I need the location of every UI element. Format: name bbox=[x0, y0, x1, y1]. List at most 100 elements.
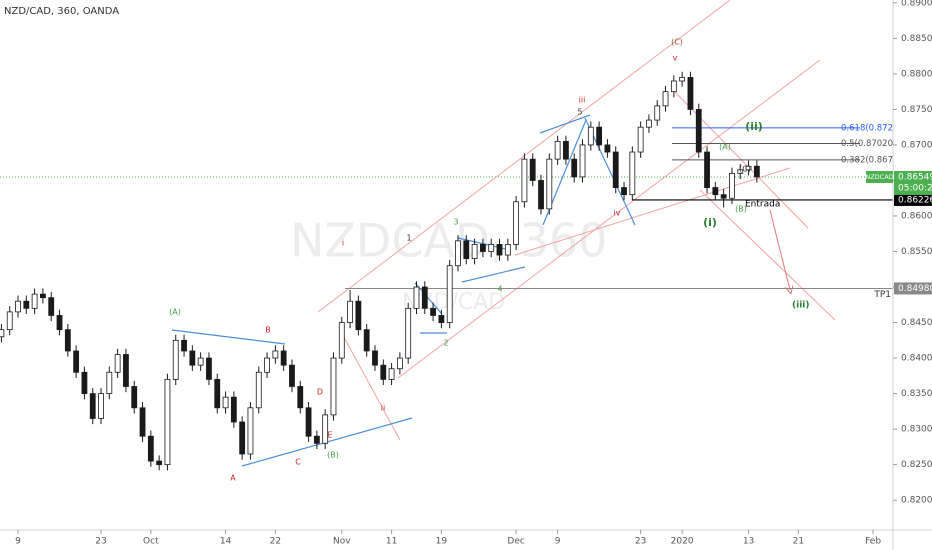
candle-body bbox=[753, 165, 760, 178]
channel-line bbox=[339, 329, 401, 441]
candle-body bbox=[164, 378, 171, 466]
candle-body bbox=[704, 151, 710, 188]
candle-body bbox=[455, 240, 461, 267]
candle-body bbox=[496, 243, 503, 256]
wave-label: (B) bbox=[735, 205, 747, 214]
wave-label: (A) bbox=[719, 143, 731, 152]
channel-line bbox=[514, 167, 791, 256]
wave-label: (ii) bbox=[745, 120, 763, 133]
x-tick-label: 19 bbox=[436, 537, 448, 547]
candle-body bbox=[363, 329, 370, 352]
candle-body bbox=[330, 357, 337, 416]
candle-body bbox=[347, 300, 353, 323]
symbol-label: NZDCAD bbox=[865, 173, 893, 181]
wave-label: (C) bbox=[739, 165, 751, 174]
wave-label: (C) bbox=[671, 38, 683, 47]
last-price-badge bbox=[894, 170, 932, 195]
wave-label: (A) bbox=[169, 308, 181, 317]
plot: 0.618(0.872 0.5(0.87020 0.382(0.867 bbox=[0, 71, 893, 471]
candle-body bbox=[687, 77, 694, 110]
x-tick-label: 2020 bbox=[671, 537, 694, 547]
candle-body bbox=[670, 80, 677, 93]
candle-body bbox=[98, 393, 104, 419]
wave-label: 1 bbox=[406, 234, 411, 243]
wave-label: 3 bbox=[453, 218, 458, 227]
wave-label: iv bbox=[614, 209, 621, 218]
candle-body bbox=[463, 240, 470, 260]
candle-body bbox=[621, 187, 627, 196]
wave-label: 4 bbox=[497, 285, 502, 294]
candle-body bbox=[538, 180, 544, 210]
level-badge bbox=[894, 193, 932, 206]
candle-body bbox=[646, 119, 652, 128]
candle-body bbox=[712, 187, 719, 196]
candle-body bbox=[488, 243, 495, 252]
wave-label: E bbox=[327, 431, 332, 440]
candle-body bbox=[579, 144, 586, 178]
wave-label: (B) bbox=[327, 451, 339, 460]
candle-body bbox=[64, 329, 71, 352]
x-tick-label: 13 bbox=[743, 537, 754, 547]
candle-body bbox=[123, 354, 129, 387]
wave-label: B bbox=[265, 326, 271, 335]
wave-label: v bbox=[673, 54, 678, 63]
level-badge bbox=[894, 282, 932, 295]
candle-body bbox=[438, 315, 445, 323]
wave-label: C bbox=[295, 458, 301, 467]
level-value: 0.86226 bbox=[898, 195, 932, 205]
symbol-badge bbox=[866, 170, 893, 183]
candle-body bbox=[297, 386, 304, 409]
candle-body bbox=[612, 151, 619, 188]
candle-body bbox=[73, 350, 80, 373]
candle-body bbox=[662, 91, 669, 107]
channel-line bbox=[699, 189, 836, 321]
candle-body bbox=[139, 407, 146, 437]
candle-body bbox=[206, 357, 212, 380]
candle-body bbox=[554, 140, 561, 160]
candle-body bbox=[355, 300, 362, 331]
level-value: 0.84980 bbox=[898, 284, 932, 294]
candle-body bbox=[81, 371, 88, 394]
candle-body bbox=[388, 368, 395, 380]
candle-body bbox=[48, 297, 55, 316]
chart-title: NZD/CAD, 360, OANDA bbox=[4, 6, 119, 17]
candle-body bbox=[322, 414, 329, 444]
x-tick-label: Oct bbox=[143, 537, 159, 547]
candle-body bbox=[629, 151, 636, 196]
candle-body bbox=[222, 396, 229, 409]
candle-body bbox=[56, 315, 63, 331]
candle-body bbox=[147, 435, 154, 462]
candle-body bbox=[31, 293, 38, 309]
candle-body bbox=[114, 354, 121, 373]
candle-body bbox=[0, 329, 5, 338]
candle-body bbox=[546, 158, 553, 210]
candle-body bbox=[338, 322, 345, 359]
channel-line bbox=[397, 59, 821, 379]
candle-body bbox=[446, 265, 453, 323]
candle-body bbox=[23, 300, 30, 309]
candle-body bbox=[571, 158, 578, 178]
candle-body bbox=[239, 421, 246, 455]
wave-label: (i) bbox=[703, 216, 717, 229]
candle-body bbox=[421, 286, 428, 309]
candle-body bbox=[737, 169, 744, 174]
candle-body bbox=[264, 357, 270, 373]
wave-label: 5 bbox=[577, 108, 582, 117]
candle-body bbox=[230, 396, 237, 423]
watermark: NZDCAD, 360 bbox=[290, 214, 607, 268]
candle-body bbox=[521, 158, 528, 203]
wave-label: D bbox=[317, 388, 323, 397]
x-tick-label: 11 bbox=[386, 537, 397, 547]
wave-label: Entrada bbox=[745, 200, 780, 210]
candle-body bbox=[563, 140, 569, 160]
trend-line bbox=[539, 114, 591, 134]
